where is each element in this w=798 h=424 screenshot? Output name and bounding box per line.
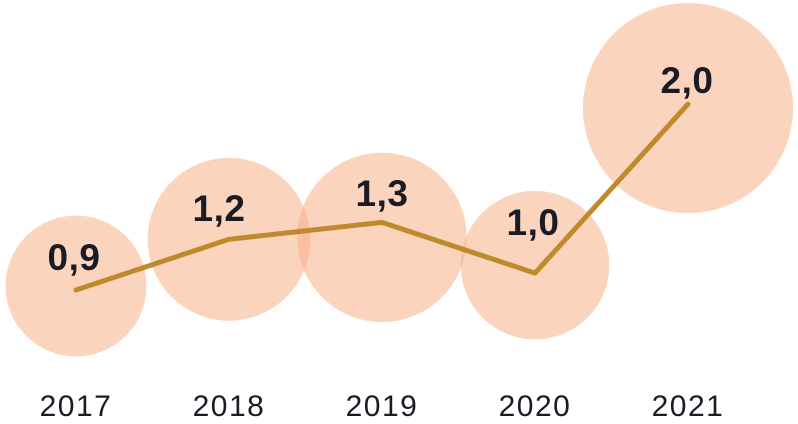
value-label-2018: 1,2 (192, 187, 246, 229)
bubble-2017 (5, 215, 147, 357)
value-label-2017: 0,9 (47, 236, 101, 278)
value-label-2021: 2,0 (660, 59, 714, 101)
bubble-2019 (297, 152, 467, 323)
x-axis-label-2019: 2019 (345, 390, 419, 423)
x-axis-label-2018: 2018 (192, 390, 266, 423)
x-axis-label-2021: 2021 (651, 390, 725, 423)
value-label-2020: 1,0 (506, 201, 560, 243)
x-axis-label-2017: 2017 (39, 390, 113, 423)
x-axis-label-2020: 2020 (498, 390, 572, 423)
trend-line (73, 101, 691, 293)
value-label-2019: 1,3 (355, 172, 409, 214)
bubble-2020 (460, 190, 610, 340)
